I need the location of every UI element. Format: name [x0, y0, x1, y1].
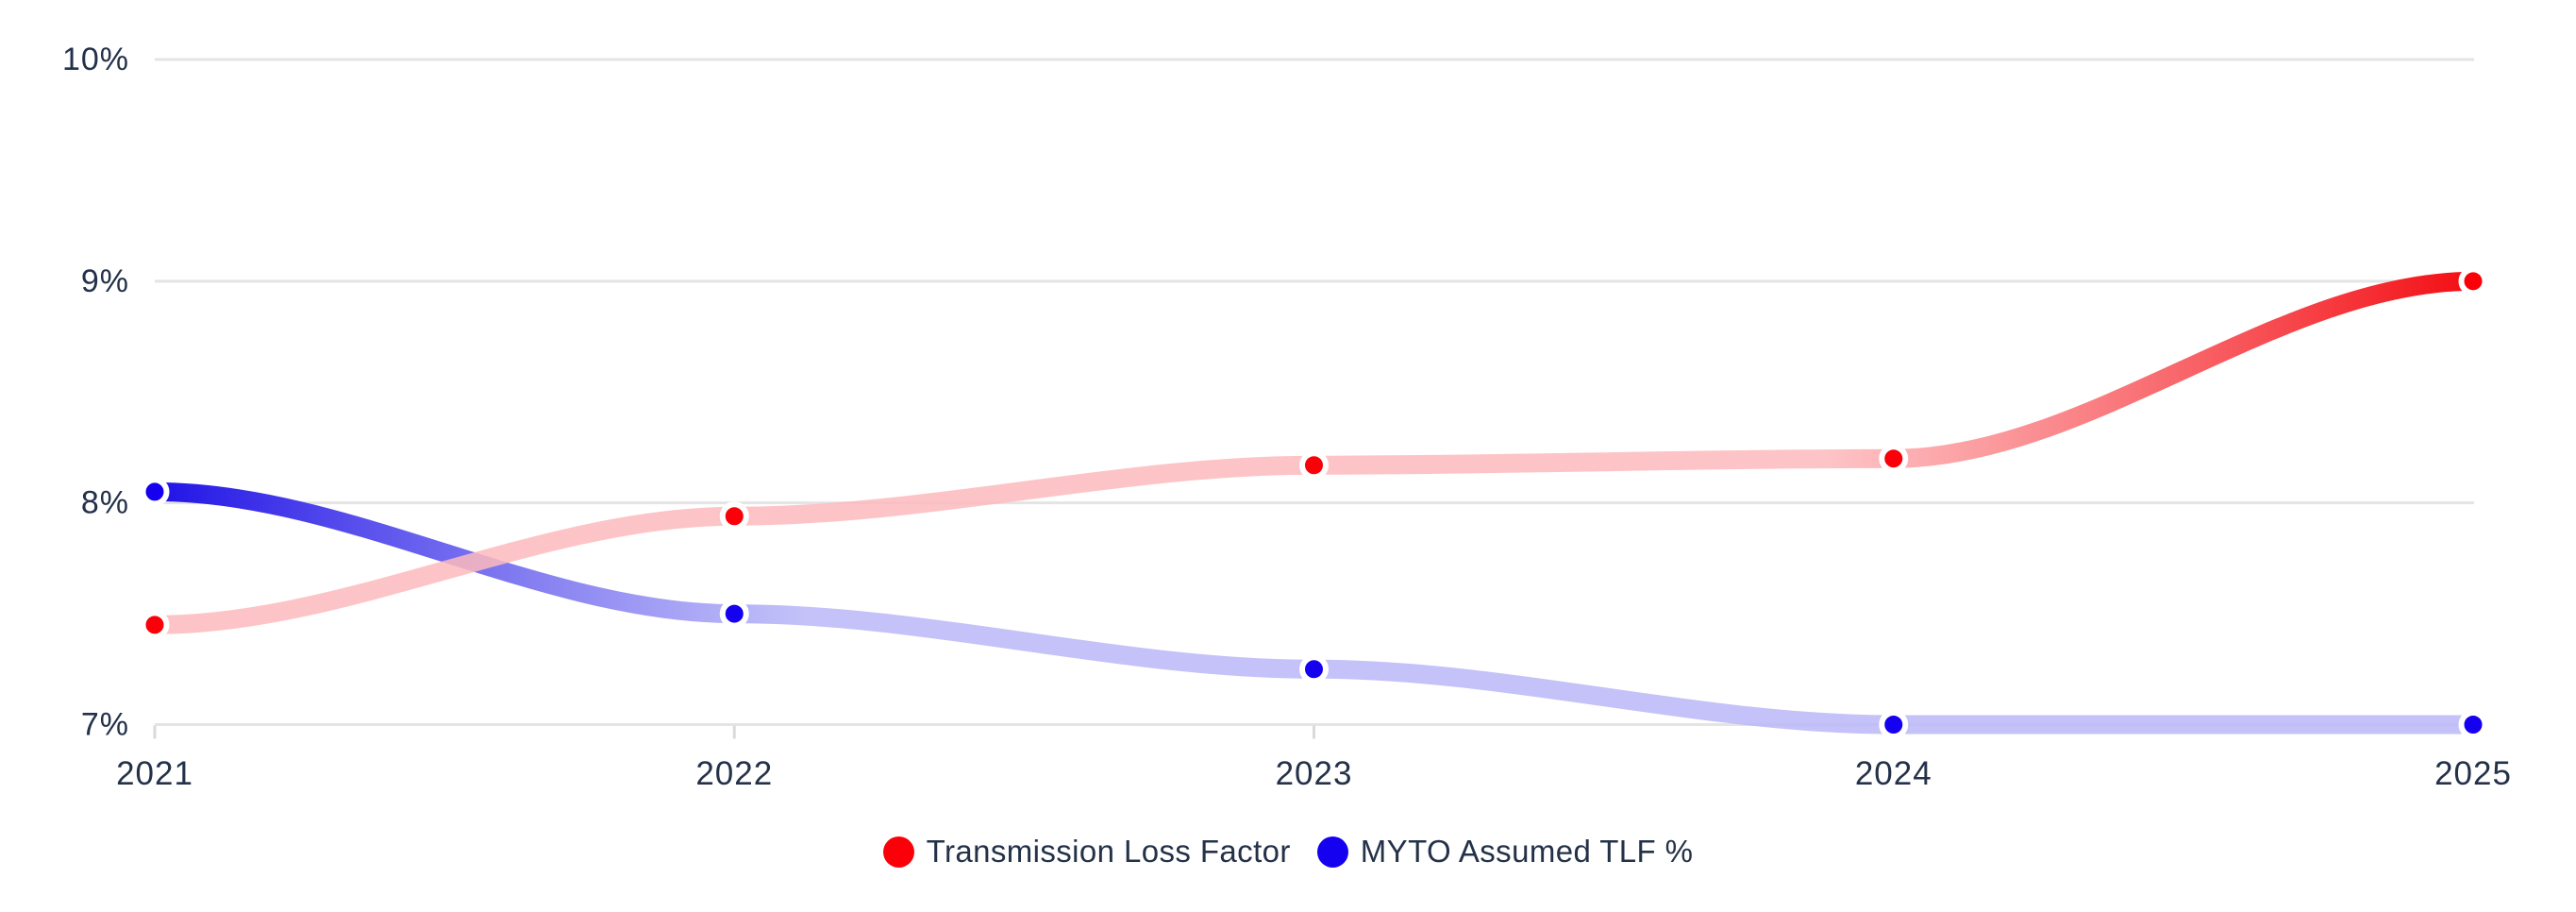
data-point-tlf-2021[interactable] [140, 610, 170, 640]
data-point-myto-2024[interactable] [1879, 710, 1909, 739]
data-point-myto-2025[interactable] [2458, 710, 2488, 739]
y-axis-label-9pct: 9% [81, 263, 129, 299]
x-axis-label-2023: 2023 [1276, 755, 1353, 792]
y-axis-label-7pct: 7% [81, 707, 129, 743]
legend-marker-blue-icon [1316, 836, 1348, 868]
y-axis-label-8pct: 8% [81, 485, 129, 521]
chart-legend: Transmission Loss Factor MYTO Assumed TL… [0, 834, 2576, 870]
legend-label-transmission-loss-factor: Transmission Loss Factor [926, 834, 1291, 869]
data-point-tlf-2024[interactable] [1879, 444, 1909, 474]
data-point-myto-2023[interactable] [1299, 654, 1329, 684]
x-axis-label-2025: 2025 [2434, 755, 2512, 792]
series-line-myto-assumed-tlf [145, 481, 2483, 735]
x-axis-label-2024: 2024 [1855, 755, 1932, 792]
legend-item-transmission-loss-factor[interactable]: Transmission Loss Factor [882, 834, 1291, 870]
data-point-myto-2022[interactable] [719, 599, 749, 629]
x-axis-label-2022: 2022 [695, 755, 773, 792]
data-point-tlf-2025[interactable] [2458, 266, 2488, 296]
legend-label-myto-assumed-tlf: MYTO Assumed TLF % [1360, 834, 1694, 869]
data-point-tlf-2022[interactable] [719, 501, 749, 532]
y-axis-label-10pct: 10% [62, 42, 129, 77]
data-point-tlf-2023[interactable] [1299, 450, 1329, 481]
x-axis-label-2021: 2021 [116, 755, 193, 792]
legend-item-myto-assumed-tlf[interactable]: MYTO Assumed TLF % [1316, 834, 1694, 870]
legend-marker-red-icon [882, 836, 914, 868]
data-point-myto-2021[interactable] [140, 477, 170, 507]
